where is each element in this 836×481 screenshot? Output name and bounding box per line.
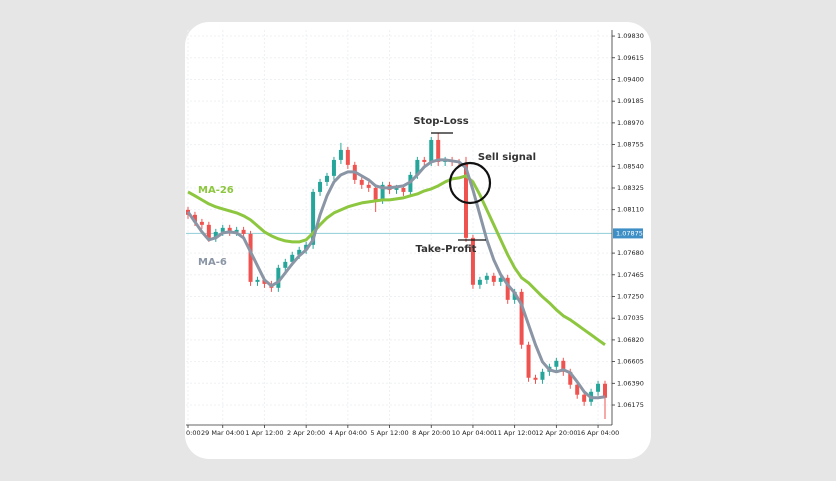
candle-body (484, 275, 489, 280)
candle-body (331, 159, 336, 176)
annotation: Take-Profit (416, 244, 477, 255)
candle-body (526, 344, 531, 378)
series-label: MA-6 (198, 257, 227, 268)
candle-body (297, 249, 302, 255)
y-tick-label: 1.08540 (617, 162, 644, 170)
y-tick-label: 1.08970 (617, 119, 644, 127)
x-tick-label: 29 Mar 04:00 (201, 429, 244, 437)
series-label: MA-26 (198, 185, 234, 196)
x-tick-label: 2 Apr 20:00 (287, 429, 325, 437)
candle-body (366, 184, 371, 188)
candle-body (603, 383, 607, 398)
candle-body (380, 184, 385, 200)
candle-body (394, 187, 399, 190)
candle-body (248, 233, 253, 282)
candle-body (206, 224, 211, 238)
candle-body (596, 383, 601, 392)
candle-body (568, 371, 573, 385)
grid (186, 30, 612, 425)
signal-circle (448, 161, 492, 205)
candle-body (575, 384, 580, 395)
candle-body (415, 159, 420, 175)
plot-area (186, 132, 612, 419)
candle-body (276, 267, 281, 288)
candle-body (561, 360, 566, 372)
card (185, 22, 651, 459)
x-tick-label: 12 Apr 20:00 (535, 429, 577, 437)
candle-body (429, 139, 434, 162)
candle-body (512, 291, 517, 300)
candle-body (241, 229, 246, 234)
candle-body (220, 227, 225, 232)
candle-body (227, 227, 232, 232)
ma-line (187, 174, 606, 346)
candle-body (436, 139, 441, 162)
candle-body (318, 181, 323, 192)
y-tick-label: 1.09830 (617, 32, 644, 40)
annotation: Stop-Loss (413, 116, 468, 127)
candle-body (338, 149, 343, 160)
x-tick-label: 5 Apr 12:00 (370, 429, 408, 437)
candle-body (234, 229, 239, 232)
candle-body (582, 394, 587, 402)
candle-body (477, 279, 482, 285)
axes: 1.09830 1.09615 1.09400 1.09185 1.08970 1.087… (186, 30, 644, 437)
y-tick-label: 1.09400 (617, 75, 644, 83)
x-tick-label: 8 Apr 20:00 (412, 429, 450, 437)
x-tick-label: 11 Apr 12:00 (493, 429, 535, 437)
candle-body (311, 191, 316, 245)
candle-body (325, 175, 329, 182)
y-tick-label: 1.08755 (617, 141, 644, 149)
candle-body (359, 179, 364, 185)
candle-body (262, 279, 267, 284)
y-tick-label: 1.06605 (617, 358, 644, 366)
candle-body (470, 237, 475, 285)
candle-body (192, 214, 197, 222)
y-tick-label: 1.07250 (617, 292, 644, 300)
candle-body (464, 162, 468, 238)
candle-body (491, 275, 496, 282)
x-tick-label: 10 Apr 04:00 (452, 429, 494, 437)
y-tick-label: 1.09185 (617, 97, 644, 105)
candle-body (290, 254, 295, 262)
candle-body (540, 371, 545, 380)
y-tick-label: 1.07035 (617, 314, 644, 322)
y-tick-label: 1.07465 (617, 271, 644, 279)
annotation: Sell signal (478, 152, 536, 163)
ma-line (186, 158, 606, 400)
candle-body (345, 149, 350, 165)
y-tick-label: 1.06390 (617, 379, 644, 387)
y-tick-label: 1.06820 (617, 336, 644, 344)
y-tick-label: 1.06175 (617, 401, 644, 409)
y-tick-label: 1.08325 (617, 184, 644, 192)
x-tick-label: 4 Apr 04:00 (329, 429, 367, 437)
candle-body (213, 231, 218, 238)
candle-body (519, 291, 524, 345)
candle-body (554, 360, 559, 367)
candle-body (283, 261, 288, 268)
candle-body (533, 377, 538, 380)
y-tick-label: 1.07680 (617, 249, 644, 257)
candle-body (401, 187, 406, 192)
candle-body (505, 277, 510, 300)
current-price-box (613, 228, 643, 239)
candle-body (199, 221, 204, 225)
candle-body (498, 277, 503, 282)
candle-body (373, 187, 378, 200)
candle-body (255, 279, 260, 282)
y-tick-label: 1.08110 (617, 206, 644, 214)
candle-body (422, 159, 427, 162)
y-tick-label: 1.09615 (617, 54, 644, 62)
current-price-label: 1.07875 (616, 229, 643, 237)
x-tick-label: 16 Apr 04:00 (577, 429, 619, 437)
x-tick-label: 0:00 (186, 429, 201, 437)
x-tick-label: 1 Apr 12:00 (245, 429, 283, 437)
